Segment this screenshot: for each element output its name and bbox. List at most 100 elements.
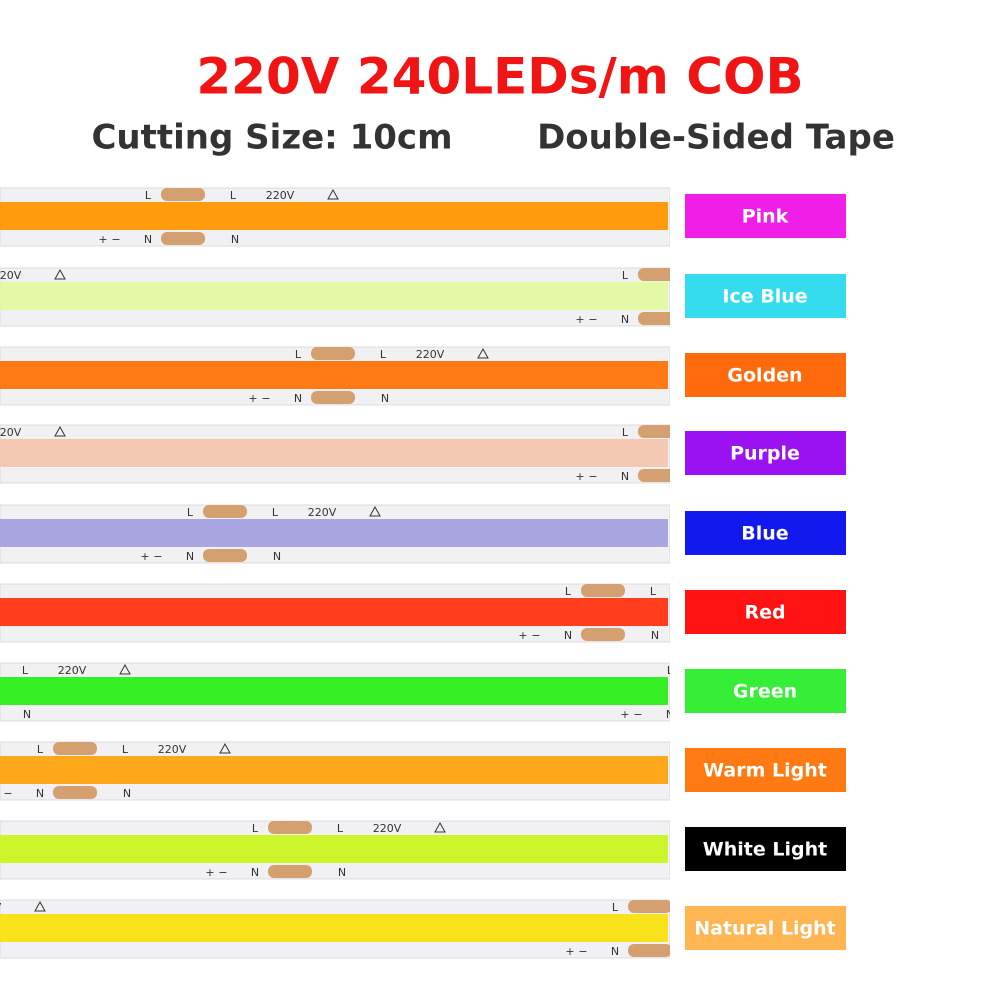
marking: L — [612, 901, 619, 914]
marking: N — [381, 392, 389, 405]
tape — [0, 677, 668, 705]
warning-icon — [477, 347, 489, 359]
marking: L — [272, 506, 279, 519]
swatch — [685, 827, 846, 871]
marking: N — [273, 550, 281, 563]
pad — [638, 425, 670, 438]
marking: − — [218, 866, 227, 879]
marking: N — [186, 550, 194, 563]
marking: L — [252, 822, 259, 835]
marking: + — [205, 866, 214, 879]
pad — [628, 900, 670, 913]
marking: + — [575, 313, 584, 326]
swatch — [685, 511, 846, 555]
marking: − — [3, 787, 12, 800]
pad — [268, 865, 312, 878]
marking: N — [294, 392, 302, 405]
marking: N — [36, 787, 44, 800]
pad — [638, 268, 670, 281]
marking: L — [295, 348, 302, 361]
swatch-label: Ice Blue — [722, 286, 807, 308]
marking: N — [621, 470, 629, 483]
pad — [581, 628, 625, 641]
marking: 220V — [158, 743, 187, 756]
pad — [581, 584, 625, 597]
pad — [311, 347, 355, 360]
marking: L — [145, 189, 152, 202]
marking: L — [337, 822, 344, 835]
tape — [0, 835, 668, 863]
swatch — [685, 274, 846, 318]
marking: N — [23, 708, 31, 721]
swatch — [685, 906, 846, 950]
pad — [268, 821, 312, 834]
warning-icon — [54, 425, 66, 437]
tape — [0, 598, 668, 626]
tape — [0, 519, 668, 547]
swatch — [685, 590, 846, 634]
swatch — [685, 748, 846, 792]
strips: LL220V+−NNLL220V+−NNLL220V+−NNLL220V+−NN… — [0, 187, 674, 959]
marking: + — [98, 233, 107, 246]
marking: N — [611, 945, 619, 958]
marking: N — [564, 629, 572, 642]
marking: L — [37, 743, 44, 756]
swatch — [685, 431, 846, 475]
marking: 220V — [416, 348, 445, 361]
swatch-label: Golden — [727, 365, 802, 387]
warning-icon — [54, 268, 66, 280]
marking: − — [531, 629, 540, 642]
warning-icon — [434, 821, 446, 833]
marking: + — [620, 708, 629, 721]
swatch-label: Red — [744, 602, 785, 624]
marking: − — [633, 708, 642, 721]
pad — [628, 944, 670, 957]
marking: 220V — [0, 901, 2, 914]
warning-icon — [34, 900, 46, 912]
marking: L — [380, 348, 387, 361]
marking: − — [588, 313, 597, 326]
marking: 220V — [0, 426, 22, 439]
marking: − — [578, 945, 587, 958]
swatch-label: Green — [733, 681, 797, 703]
marking: + — [575, 470, 584, 483]
marking: L — [622, 269, 629, 282]
pad — [161, 188, 205, 201]
marking: L — [22, 664, 29, 677]
marking: 220V — [308, 506, 337, 519]
swatch-label: Natural Light — [694, 918, 835, 940]
pad — [53, 742, 97, 755]
marking: L — [187, 506, 194, 519]
marking: L — [122, 743, 129, 756]
warning-icon — [369, 505, 381, 517]
swatch-label: Blue — [741, 523, 788, 545]
warning-icon — [119, 663, 131, 675]
marking: 220V — [266, 189, 295, 202]
marking: N — [666, 708, 674, 721]
marking: N — [251, 866, 259, 879]
tape — [0, 439, 668, 467]
marking: − — [153, 550, 162, 563]
marking: − — [588, 470, 597, 483]
marking: N — [123, 787, 131, 800]
marking: L — [650, 585, 657, 598]
marking: N — [651, 629, 659, 642]
pad — [311, 391, 355, 404]
warning-icon — [327, 188, 339, 200]
marking: L — [667, 664, 674, 677]
marking: + — [518, 629, 527, 642]
pad — [203, 549, 247, 562]
tape — [0, 202, 668, 230]
marking: 220V — [0, 269, 22, 282]
warning-icon — [219, 742, 231, 754]
pad — [638, 469, 670, 482]
pad — [161, 232, 205, 245]
tape — [0, 914, 668, 942]
tape — [0, 756, 668, 784]
marking: N — [231, 233, 239, 246]
marking: − — [261, 392, 270, 405]
marking: 220V — [373, 822, 402, 835]
marking: N — [144, 233, 152, 246]
